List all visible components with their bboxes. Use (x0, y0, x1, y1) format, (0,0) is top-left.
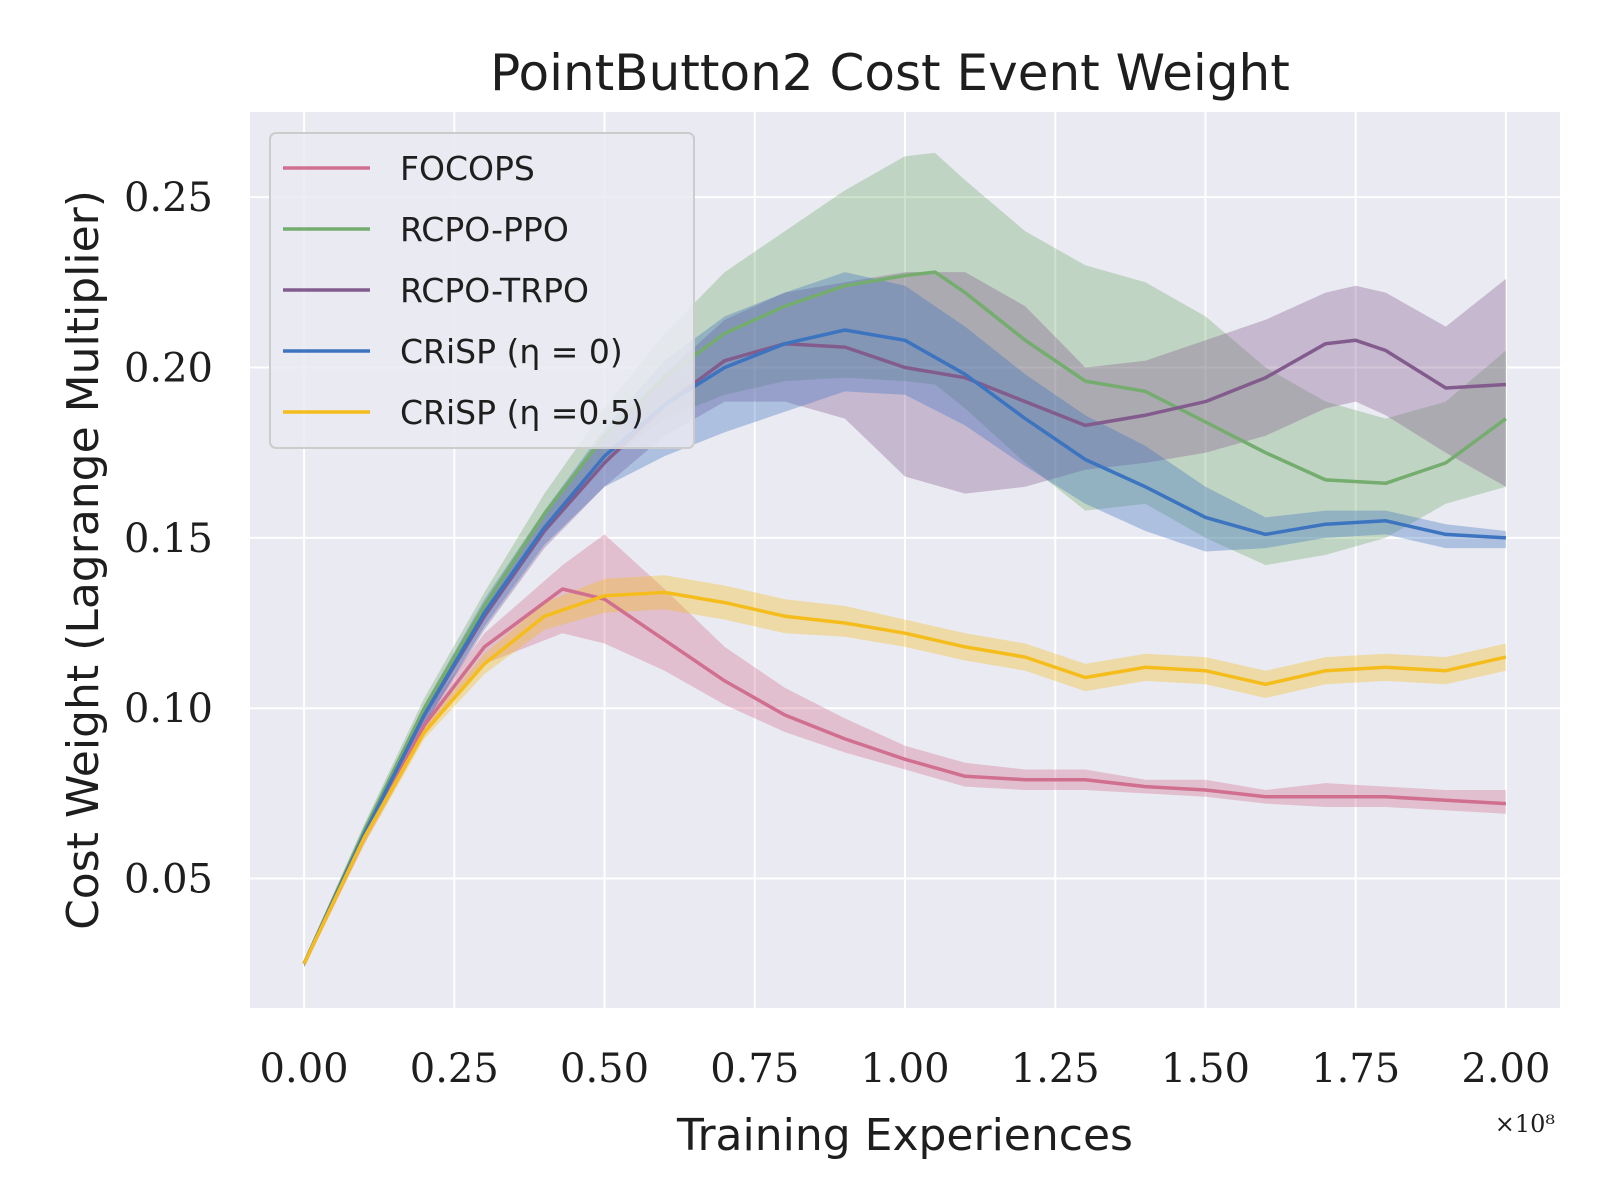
x-tick-label: 2.00 (1461, 1046, 1550, 1092)
x-tick-label: 0.25 (410, 1046, 499, 1092)
series-lines (302, 270, 1507, 965)
legend: FOCOPS RCPO-PPO RCPO-TRPO CRiSP (η = 0) CRiS… (269, 132, 695, 449)
y-tick-label: 0.25 (124, 175, 213, 221)
x-tick-labels: 0.00 0.25 0.50 0.75 1.00 1.25 1.50 1.75 2.00 (260, 1046, 1551, 1092)
line-crisp-0 (302, 328, 1507, 965)
y-tick-label: 0.05 (124, 857, 213, 903)
x-tick-label: 1.75 (1311, 1046, 1400, 1092)
x-tick-label: 0.00 (260, 1046, 349, 1092)
x-tick-label: 1.25 (1011, 1046, 1100, 1092)
line-rcpo-trpo (302, 338, 1507, 965)
legend-label-crisp-0-5: CRiSP (η =0.5) (400, 393, 644, 432)
band-focops (304, 534, 1506, 968)
x-tick-label: 1.00 (860, 1046, 949, 1092)
x-axis-label: Training Experiences (676, 1110, 1133, 1161)
y-tick-label: 0.15 (124, 516, 213, 562)
legend-label-crisp-0: CRiSP (η = 0) (400, 332, 623, 371)
y-tick-labels: 0.05 0.10 0.15 0.20 0.25 (124, 175, 213, 902)
line-crisp-0-5 (302, 590, 1507, 965)
line-focops (302, 587, 1506, 965)
line-rcpo-ppo (302, 270, 1507, 965)
legend-box (269, 132, 695, 449)
band-crisp-0-5 (304, 575, 1506, 968)
x-axis-multiplier: ×10⁸ (1495, 1110, 1555, 1138)
y-tick-label: 0.10 (124, 686, 213, 732)
x-tick-label: 0.50 (560, 1046, 649, 1092)
legend-label-rcpo-ppo: RCPO-PPO (400, 210, 569, 249)
legend-label-focops: FOCOPS (400, 149, 535, 188)
chart-title: PointButton2 Cost Event Weight (490, 44, 1290, 102)
y-axis-label: Cost Weight (Lagrange Multiplier) (58, 190, 109, 930)
x-tick-label: 1.50 (1161, 1046, 1250, 1092)
legend-label-rcpo-trpo: RCPO-TRPO (400, 271, 589, 310)
x-tick-label: 0.75 (710, 1046, 799, 1092)
y-tick-label: 0.20 (124, 346, 213, 392)
band-rcpo-ppo (304, 152, 1506, 968)
